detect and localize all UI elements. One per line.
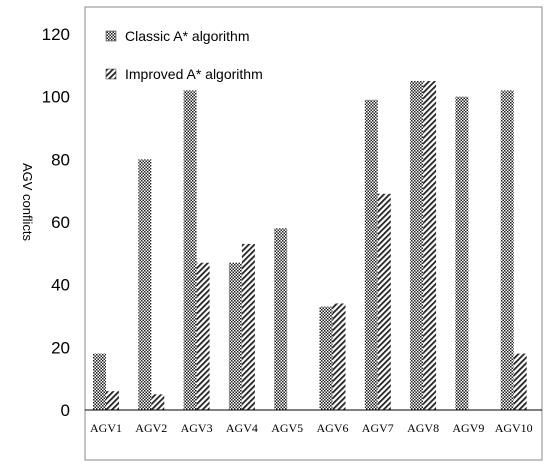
bar-classic (410, 81, 424, 410)
y-tick-label: 120 (42, 25, 70, 44)
bar-classic (364, 99, 378, 411)
bar-improved (332, 303, 346, 410)
bar-classic (228, 262, 242, 410)
bar-classic (500, 90, 514, 411)
bar-improved (151, 394, 165, 410)
y-tick-label: 100 (42, 88, 70, 107)
legend-label-classic: Classic A* algorithm (125, 28, 250, 44)
x-tick-label: AGV2 (135, 421, 167, 435)
x-tick-label: AGV6 (317, 421, 349, 435)
x-tick-label: AGV1 (90, 421, 122, 435)
bar-improved (513, 353, 527, 410)
bar-classic (455, 96, 469, 411)
x-tick-label: AGV8 (407, 421, 439, 435)
bar-classic (138, 159, 152, 410)
legend: Classic A* algorithm Improved A* algorit… (105, 28, 263, 82)
bar-improved (423, 81, 437, 410)
bar-improved (241, 243, 255, 410)
x-tick-label: AGV5 (271, 421, 303, 435)
y-axis-title: AGV conflicts (20, 163, 35, 242)
x-tick-label: AGV10 (495, 421, 533, 435)
y-tick-label: 80 (51, 150, 70, 169)
y-tick-label: 20 (51, 338, 70, 357)
bar-classic (274, 228, 288, 410)
x-tick-label: AGV9 (452, 421, 484, 435)
x-tick-label: AGV3 (181, 421, 213, 435)
legend-label-improved: Improved A* algorithm (125, 66, 263, 82)
bar-classic (183, 90, 197, 411)
legend-swatch-classic (105, 30, 117, 42)
plot-frame (84, 6, 543, 461)
bar-classic (93, 353, 106, 410)
x-axis-labels: AGV1 AGV2 AGV3 AGV4 AGV5 AGV6 AGV7 AGV8 AGV9 AGV1… (90, 421, 533, 435)
y-axis-ticks: 0 20 40 60 80 100 120 (42, 25, 70, 420)
bar-improved (196, 262, 210, 410)
bar-improved (106, 391, 119, 410)
y-tick-label: 0 (61, 401, 70, 420)
x-tick-label: AGV4 (226, 421, 258, 435)
bars (93, 81, 527, 411)
bar-improved (377, 193, 391, 410)
legend-swatch-improved (105, 68, 117, 80)
bar-classic (319, 306, 333, 410)
y-tick-label: 40 (51, 276, 70, 295)
x-tick-label: AGV7 (362, 421, 394, 435)
y-tick-label: 60 (51, 213, 70, 232)
